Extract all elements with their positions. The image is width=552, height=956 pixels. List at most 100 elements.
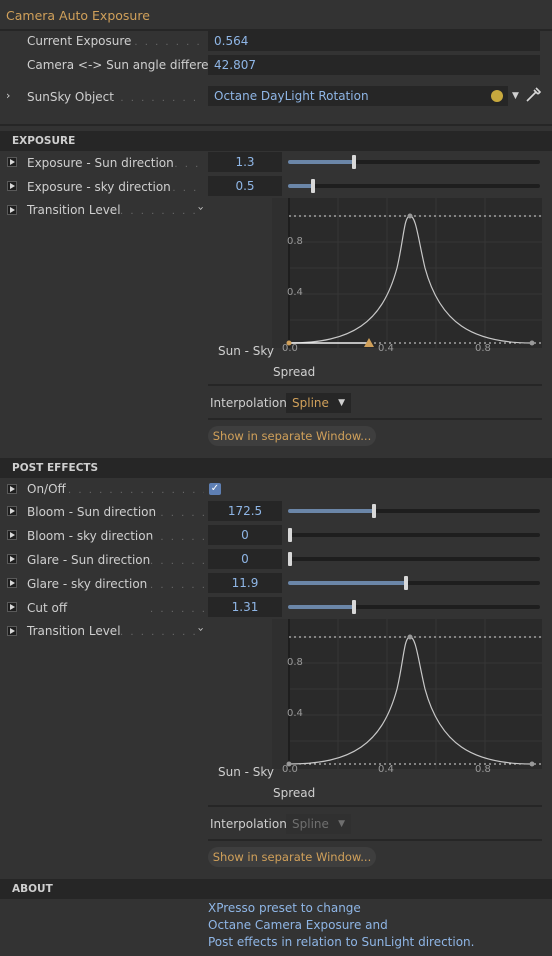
interpolation-label: Interpolation xyxy=(210,396,287,410)
dot-leader: . . . . . . . . xyxy=(150,508,204,519)
exposure-sun-slider[interactable] xyxy=(288,155,540,169)
dot-leader: . . . . . . . . . . . . . . . xyxy=(110,93,204,104)
status-dot-icon xyxy=(491,90,503,102)
about-line: Octane Camera Exposure and xyxy=(208,918,388,932)
post-effect-label: Glare - sky direction xyxy=(27,577,148,591)
dot-leader: . . . . . . . . . . . . . xyxy=(124,37,204,48)
about-line: XPresso preset to change xyxy=(208,901,361,915)
dot-leader: . . . . . . . . . . xyxy=(120,206,196,217)
dot-leader: . . . . . . xyxy=(164,159,204,170)
divider xyxy=(208,418,542,420)
x-tick-label: 0.0 xyxy=(282,343,298,354)
keyframe-icon[interactable] xyxy=(7,602,17,612)
interpolation-value: Spline xyxy=(292,396,329,410)
panel-title: Camera Auto Exposure xyxy=(6,8,150,23)
post-effect-field[interactable]: 0 xyxy=(208,525,282,545)
x-tick-label: 0.0 xyxy=(282,764,298,775)
x-tick-label: 0.8 xyxy=(475,343,491,354)
post-effect-field[interactable]: 172.5 xyxy=(208,501,282,521)
slider-knob[interactable] xyxy=(404,576,408,590)
dot-leader: . . . . . . . . . . . . . . . . . . xyxy=(68,485,204,496)
divider xyxy=(0,124,552,126)
post-effect-field[interactable]: 11.9 xyxy=(208,573,282,593)
keyframe-icon[interactable] xyxy=(7,506,17,516)
post-effect-slider[interactable] xyxy=(288,552,540,566)
chevron-down-icon[interactable]: › xyxy=(194,206,208,211)
slider-knob[interactable] xyxy=(352,155,356,169)
post-effects-section-header[interactable]: POST EFFECTS xyxy=(0,458,552,478)
transition-level-label: Transition Level xyxy=(27,203,121,217)
dot-leader: . . . . . . xyxy=(162,183,204,194)
show-separate-window-button[interactable]: Show in separate Window... xyxy=(208,847,376,867)
interpolation-dropdown[interactable]: Spline ▼ xyxy=(286,393,351,413)
picker-icon[interactable] xyxy=(524,86,542,104)
angle-field[interactable]: 42.807 xyxy=(208,55,540,75)
chevron-right-icon[interactable]: › xyxy=(6,89,11,102)
onoff-checkbox[interactable]: ✓ xyxy=(209,483,221,495)
post-effect-slider[interactable] xyxy=(288,576,540,590)
x-tick-label: 0.4 xyxy=(378,343,394,354)
post-effect-label: Glare - Sun direction xyxy=(27,553,151,567)
divider xyxy=(208,805,542,807)
keyframe-icon[interactable] xyxy=(7,554,17,564)
keyframe-icon[interactable] xyxy=(7,484,17,494)
post-effect-label: Bloom - Sun direction xyxy=(27,505,157,519)
current-exposure-label: Current Exposure xyxy=(27,34,132,48)
exposure-sky-label: Exposure - sky direction xyxy=(27,180,171,194)
post-effect-label: Bloom - sky direction xyxy=(27,529,154,543)
dot-leader: . . . . . . . . . . xyxy=(120,627,196,638)
about-line: Post effects in relation to SunLight dir… xyxy=(208,935,475,949)
slider-knob[interactable] xyxy=(311,179,315,193)
slider-knob[interactable] xyxy=(352,600,356,614)
divider xyxy=(208,839,542,841)
keyframe-icon[interactable] xyxy=(7,626,17,636)
post-effect-field[interactable]: 0 xyxy=(208,549,282,569)
interpolation-dropdown[interactable]: Spline ▼ xyxy=(286,814,351,834)
graph-side-label: Sun - Sky xyxy=(218,765,275,779)
caret-down-icon: ▼ xyxy=(338,819,345,829)
about-section-header[interactable]: ABOUT xyxy=(0,879,552,899)
graph-x-label: Spread xyxy=(273,365,316,379)
keyframe-icon[interactable] xyxy=(7,530,17,540)
dot-leader: . . . . . . . . xyxy=(150,604,204,615)
slider-knob[interactable] xyxy=(288,528,292,542)
slider-knob[interactable] xyxy=(372,504,376,518)
keyframe-icon[interactable] xyxy=(7,181,17,191)
angle-label: Camera <-> Sun angle difference xyxy=(27,58,231,72)
interpolation-label: Interpolation xyxy=(210,817,287,831)
spline-graph[interactable] xyxy=(272,619,542,769)
keyframe-icon[interactable] xyxy=(7,157,17,167)
post-effect-field[interactable]: 1.31 xyxy=(208,597,282,617)
spline-graph[interactable] xyxy=(272,198,542,348)
keyframe-icon[interactable] xyxy=(7,578,17,588)
y-tick-label: 0.4 xyxy=(287,708,303,719)
post-effect-slider[interactable] xyxy=(288,528,540,542)
exposure-section-header[interactable]: EXPOSURE xyxy=(0,131,552,151)
x-tick-label: 0.8 xyxy=(475,764,491,775)
chevron-down-icon[interactable]: ▼ xyxy=(512,91,519,101)
post-effect-label: Cut off xyxy=(27,601,68,615)
dot-leader: . . . . . . . . xyxy=(150,556,204,567)
sunsky-label: SunSky Object xyxy=(27,90,114,104)
sunsky-link-field[interactable]: Octane DayLight Rotation xyxy=(208,86,508,106)
exposure-sky-slider[interactable] xyxy=(288,179,540,193)
keyframe-icon[interactable] xyxy=(7,205,17,215)
title-bar xyxy=(0,0,552,30)
post-effect-slider[interactable] xyxy=(288,600,540,614)
interpolation-value: Spline xyxy=(292,817,329,831)
y-tick-label: 0.8 xyxy=(287,236,303,247)
show-separate-window-button[interactable]: Show in separate Window... xyxy=(208,426,376,446)
divider xyxy=(208,384,542,386)
exposure-sun-field[interactable]: 1.3 xyxy=(208,152,282,172)
x-tick-label: 0.4 xyxy=(378,764,394,775)
chevron-down-icon[interactable]: › xyxy=(194,627,208,632)
y-tick-label: 0.8 xyxy=(287,657,303,668)
graph-x-label: Spread xyxy=(273,786,316,800)
exposure-sky-field[interactable]: 0.5 xyxy=(208,176,282,196)
slider-knob[interactable] xyxy=(288,552,292,566)
current-exposure-field[interactable]: 0.564 xyxy=(208,31,540,51)
post-effect-slider[interactable] xyxy=(288,504,540,518)
graph-side-label: Sun - Sky xyxy=(218,344,275,358)
caret-down-icon: ▼ xyxy=(338,398,345,408)
dot-leader: . . . . . . . . xyxy=(150,580,204,591)
